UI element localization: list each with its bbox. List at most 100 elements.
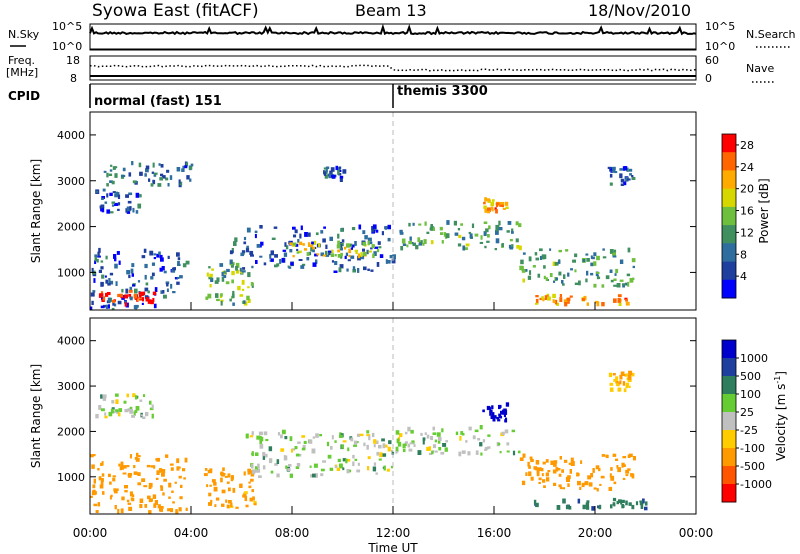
power-cell	[291, 244, 296, 247]
velocity-cell	[142, 416, 146, 419]
power-cell	[616, 283, 621, 288]
power-cell	[158, 251, 161, 255]
power-cell	[179, 275, 183, 279]
power-cell	[418, 223, 422, 226]
velocity-cell	[124, 485, 128, 489]
velocity-cell	[505, 417, 508, 423]
velocity-colorbar-label-exponent: -1	[773, 376, 782, 384]
velocity-cell	[528, 465, 531, 469]
power-cell	[387, 237, 391, 242]
power-cell	[156, 253, 160, 258]
velocity-colorbar-label-close: ]	[774, 371, 788, 376]
power-cell	[614, 171, 618, 174]
power-cell	[330, 253, 335, 257]
power-cell	[214, 280, 219, 284]
power-cell	[167, 183, 170, 187]
power-cell	[108, 173, 113, 176]
velocity-cell	[301, 447, 306, 451]
power-cell	[231, 261, 235, 266]
velocity-cell	[250, 478, 254, 482]
velocity-cell	[176, 458, 180, 464]
power-cell	[274, 254, 278, 258]
velocity-cell	[562, 498, 566, 504]
velocity-cell	[133, 471, 138, 475]
velocity-cell	[625, 382, 630, 387]
power-cell	[190, 163, 194, 167]
power-cell	[100, 266, 104, 270]
time-tick-label: 04:00	[174, 526, 209, 540]
velocity-cell	[366, 444, 369, 450]
power-cell	[566, 297, 571, 301]
power-cell	[400, 246, 404, 251]
power-cell	[111, 201, 116, 204]
power-cell	[360, 252, 363, 257]
power-cell	[138, 294, 142, 298]
velocity-cell	[465, 440, 468, 443]
velocity-cell	[402, 448, 406, 453]
velocity-cell	[353, 444, 357, 447]
power-cell	[92, 290, 96, 293]
power-colorbar-tick-label: 16	[740, 205, 754, 218]
velocity-cell	[366, 434, 371, 437]
power-cell	[176, 276, 180, 279]
power-cell	[626, 273, 631, 277]
velocity-cell	[235, 506, 239, 509]
power-cell	[351, 227, 356, 231]
power-cell	[139, 194, 142, 198]
velocity-cell	[545, 459, 549, 463]
power-cell	[282, 249, 287, 252]
velocity-cell	[157, 504, 161, 509]
power-cell	[97, 255, 101, 258]
noise-right-tick-top: 10^5	[705, 20, 735, 33]
velocity-cell	[542, 461, 546, 465]
power-cell	[341, 239, 345, 243]
power-cell	[369, 241, 373, 245]
velocity-cell	[315, 433, 319, 438]
velocity-cell	[156, 470, 160, 475]
power-cell	[537, 273, 541, 278]
velocity-cell	[98, 405, 102, 410]
time-axis: 00:00 04:00 08:00 12:00 16:00 20:00 00:00	[73, 302, 713, 540]
power-cell	[106, 193, 109, 198]
velocity-cell	[92, 454, 96, 457]
power-cell	[205, 296, 209, 300]
velocity-cell	[426, 446, 429, 451]
power-cell	[160, 257, 164, 262]
velocity-cell	[115, 488, 119, 491]
power-colorbar-tick-label: 20	[740, 183, 754, 196]
velocity-cell	[622, 456, 627, 459]
velocity-cell	[137, 472, 141, 476]
power-cell	[312, 249, 315, 253]
power-cell	[499, 204, 503, 207]
power-cell	[549, 248, 552, 251]
velocity-cell	[498, 415, 503, 419]
power-cell	[462, 245, 466, 251]
power-cell	[283, 252, 288, 257]
velocity-cell	[308, 439, 313, 444]
power-cell	[582, 259, 585, 263]
velocity-cell	[501, 431, 505, 436]
power-cell	[254, 234, 257, 239]
power-cell	[174, 277, 178, 280]
power-cell	[591, 256, 595, 260]
power-cell	[486, 240, 490, 243]
power-cell	[631, 175, 634, 178]
velocity-cell	[428, 446, 432, 451]
power-colorbar-segment	[722, 152, 736, 171]
power-cell	[315, 259, 318, 264]
power-cell	[177, 257, 181, 261]
power-cell	[340, 228, 344, 232]
velocity-cell	[428, 452, 432, 455]
velocity-cell	[289, 436, 293, 442]
power-cell	[111, 307, 115, 310]
power-cell	[122, 167, 126, 172]
power-cell	[625, 177, 629, 182]
power-cell	[179, 181, 183, 186]
power-cell	[128, 293, 132, 297]
velocity-cell	[102, 395, 107, 401]
velocity-cell	[627, 454, 631, 458]
power-cell	[270, 258, 274, 262]
power-cell	[91, 267, 94, 273]
power-cell	[552, 299, 555, 302]
velocity-cell	[525, 472, 528, 476]
